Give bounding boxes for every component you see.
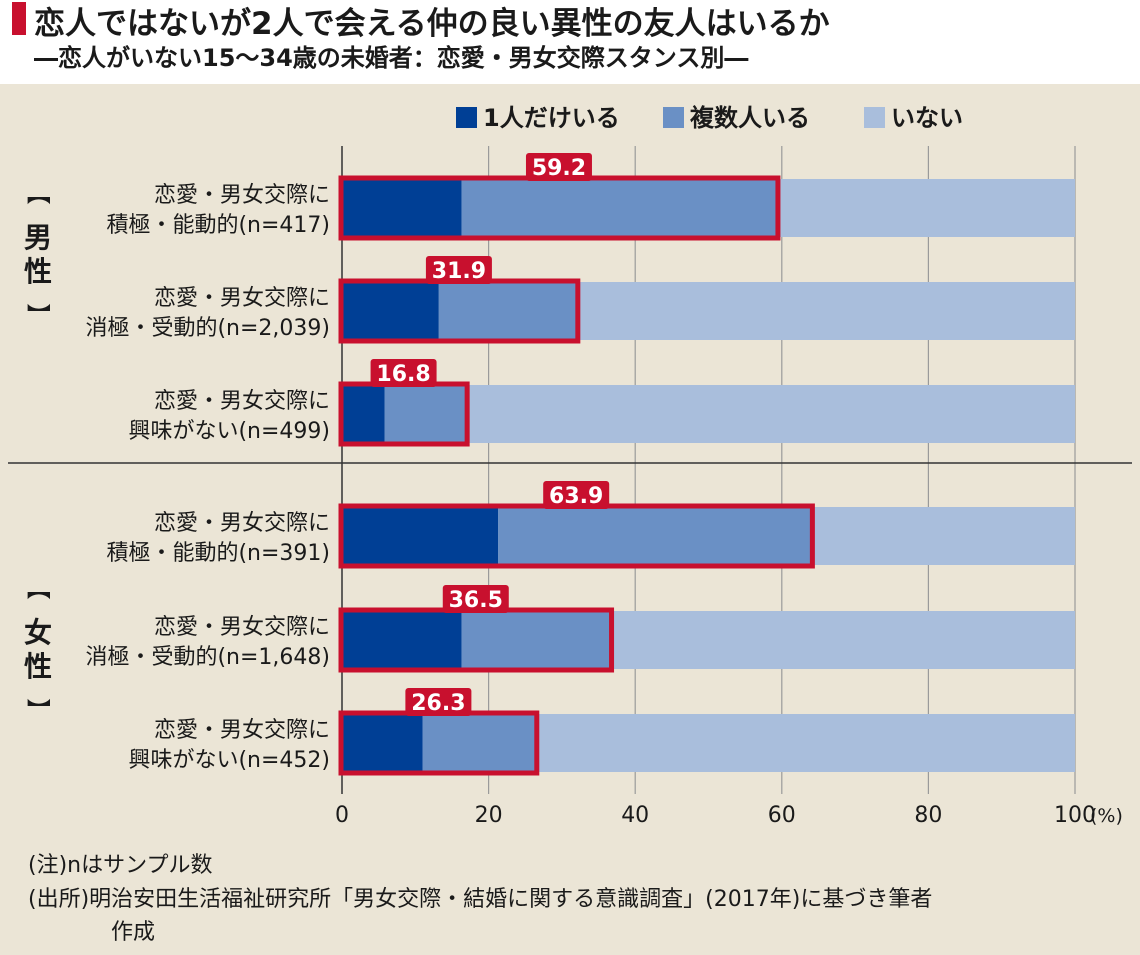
group-bracket-close: 】: [24, 698, 52, 722]
value-label: 26.3: [411, 691, 465, 716]
bar-segment-multiple: [438, 282, 576, 340]
value-label: 16.8: [376, 362, 430, 387]
x-tick-label: 40: [621, 803, 649, 828]
bar-segment-one: [342, 179, 462, 237]
group-label-char: 性: [24, 650, 52, 683]
chart-title: 恋人ではないが2人で会える仲の良い異性の友人はいるか: [34, 6, 830, 42]
value-tag: [370, 359, 437, 387]
row-label-line1: 恋愛・男女交際に: [154, 718, 330, 743]
value-tag: [543, 481, 610, 509]
group-label-char: 女: [24, 616, 52, 649]
bar-segment-multiple: [498, 507, 811, 565]
chart-panel: 1人だけいる 複数人いる いない【男性】【女性】恋愛・男女交際に 積極・能動的(n=4…: [0, 84, 1140, 839]
value-tag: [442, 585, 509, 613]
value-tag: [405, 688, 472, 716]
chart-subtitle: ―恋人がいない15〜34歳の未婚者：恋愛・男女交際スタンス別―: [34, 44, 749, 72]
bar-segment-multiple: [422, 714, 535, 772]
row-label-line1: 恋愛・男女交際に: [154, 286, 330, 311]
bar-segment-one: [342, 282, 439, 340]
value-label: 59.2: [532, 156, 586, 181]
source-text: (出所)明治安田生活福祉研究所「男女交際・結婚に関する意識調査」(2017年)に…: [28, 887, 933, 912]
value-label: 36.5: [449, 588, 503, 613]
legend-swatch: [864, 107, 885, 128]
row-label-line2: 消極・受動的(n=1,648): [85, 645, 330, 670]
bar-segment-one: [342, 611, 462, 669]
title-area: 恋人ではないが2人で会える仲の良い異性の友人はいるか ―恋人がいない15〜34歳…: [0, 0, 1140, 84]
group-label-char: 性: [24, 255, 52, 288]
row-label-line1: 恋愛・男女交際に: [154, 389, 330, 414]
group-bracket-open: 【: [24, 576, 52, 600]
value-label: 63.9: [549, 484, 603, 509]
title-accent-mark: [12, 2, 26, 35]
x-axis-unit: (%): [1090, 805, 1123, 827]
notes-area: (注)nはサンプル数 (出所)明治安田生活福祉研究所「男女交際・結婚に関する意識…: [0, 839, 1140, 955]
legend-swatch: [456, 107, 477, 128]
bar-segment-multiple: [461, 179, 776, 237]
row-label-line1: 恋愛・男女交際に: [154, 183, 330, 208]
legend-swatch: [663, 107, 684, 128]
bar-segment-multiple: [461, 611, 610, 669]
value-tag: [425, 256, 492, 284]
chart-svg: 1人だけいる 複数人いる いない【男性】【女性】恋愛・男女交際に積極・能動的(n=4…: [8, 104, 1132, 828]
bar-segment-one: [342, 507, 499, 565]
group-bracket-close: 】: [24, 303, 52, 327]
value-tag: [525, 153, 592, 181]
row-label-line1: 恋愛・男女交際に: [154, 511, 330, 536]
x-tick-label: 20: [475, 803, 503, 828]
row-label-line2: 積極・能動的(n=417): [106, 213, 330, 238]
legend-label: いない: [891, 104, 963, 132]
row-label-line2: 興味がない(n=499): [128, 419, 330, 444]
x-tick-label: 0: [335, 803, 349, 828]
bar-segment-one: [342, 714, 423, 772]
x-tick-label: 100: [1054, 803, 1096, 828]
legend-label: 1人だけいる: [483, 104, 620, 132]
value-label: 31.9: [432, 259, 486, 284]
x-tick-label: 60: [768, 803, 796, 828]
group-bracket-open: 【: [24, 181, 52, 205]
row-label-line2: 積極・能動的(n=391): [106, 541, 330, 566]
bar-segment-multiple: [384, 385, 466, 443]
source-text-continued: 作成: [111, 920, 156, 945]
legend-label: 複数人いる: [690, 104, 810, 132]
bar-segment-one: [342, 385, 385, 443]
row-label-line2: 興味がない(n=452): [128, 748, 330, 773]
x-tick-label: 80: [914, 803, 942, 828]
group-label-char: 男: [24, 221, 52, 254]
row-label-line2: 消極・受動的(n=2,039): [85, 316, 330, 341]
note-text: (注)nはサンプル数: [28, 853, 213, 878]
row-label-line1: 恋愛・男女交際に: [154, 615, 330, 640]
